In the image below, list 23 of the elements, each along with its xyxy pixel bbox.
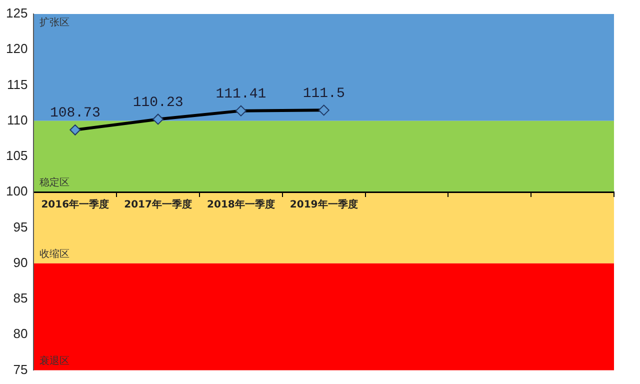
band-label: 稳定区 <box>40 176 70 189</box>
x-tick-label: 2018年一季度 <box>207 198 275 211</box>
y-tick-label: 100 <box>6 184 28 199</box>
y-tick-label: 125 <box>6 6 28 21</box>
y-tick-label: 85 <box>13 290 28 306</box>
data-label: 111.41 <box>216 86 266 103</box>
band-label: 衰退区 <box>40 354 70 367</box>
x-tick-label: 2019年一季度 <box>290 198 358 211</box>
x-tick-label: 2017年一季度 <box>124 198 192 211</box>
data-label: 111.5 <box>302 86 345 102</box>
y-tick-label: 110 <box>6 112 28 128</box>
data-label: 110.23 <box>132 94 184 111</box>
y-tick-label: 120 <box>6 41 28 56</box>
band-label: 收缩区 <box>40 248 70 260</box>
band-label: 扩张区 <box>40 16 70 29</box>
y-tick-label: 95 <box>13 219 28 234</box>
x-tick-label: 2016年一季度 <box>41 198 110 211</box>
y-tick-label: 105 <box>6 148 28 164</box>
y-tick-label: 115 <box>6 76 28 92</box>
y-tick-label: 80 <box>13 326 28 342</box>
y-tick-label: 75 <box>13 362 28 377</box>
y-tick-label: 90 <box>13 254 28 270</box>
data-label: 108.73 <box>50 106 100 122</box>
